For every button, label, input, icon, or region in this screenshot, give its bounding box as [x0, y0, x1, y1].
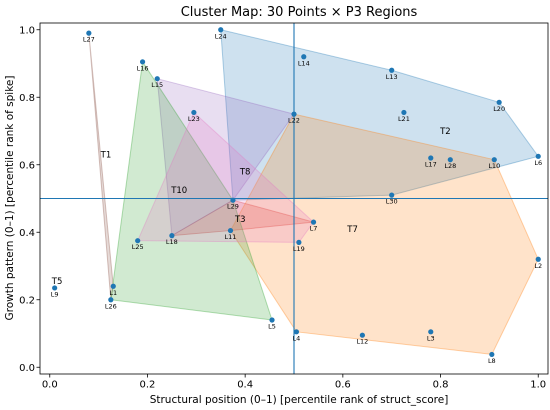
point-label-l11: L11: [225, 233, 237, 241]
data-point-l7: [310, 219, 317, 225]
x-tick-label: 0.4: [237, 380, 253, 391]
data-point-l24: [218, 27, 224, 33]
y-tick-label: 0.8: [19, 93, 35, 104]
point-label-l17: L17: [425, 161, 437, 169]
y-tick-label: 0.6: [19, 160, 35, 171]
data-point-l22: [291, 111, 297, 117]
data-point-l1: [110, 283, 116, 289]
data-point-l15: [154, 76, 160, 82]
region-t1: [88, 32, 114, 301]
x-axis-label: Structural position (0–1) [percentile ra…: [150, 394, 449, 406]
y-tick-label: 0.0: [19, 363, 35, 374]
x-axis-ticks: 0.0 0.2 0.4 0.6 0.8 1.0: [42, 374, 546, 391]
point-label-l16: L16: [137, 64, 149, 72]
x-tick-label: 0.8: [433, 380, 449, 391]
point-label-l7: L7: [310, 225, 318, 233]
data-point-l5: [269, 317, 275, 323]
point-label-l18: L18: [166, 238, 178, 246]
region-label-t1: T1: [100, 151, 112, 161]
point-label-l10: L10: [488, 162, 500, 170]
data-point-l26: [108, 297, 114, 303]
point-label-l27: L27: [83, 36, 95, 44]
data-point-l23: [191, 109, 197, 116]
point-label-l3: L3: [427, 334, 435, 342]
point-label-l20: L20: [493, 105, 505, 113]
point-label-l9: L9: [51, 290, 59, 298]
region-label-t3: T3: [234, 215, 246, 225]
data-point-l18: [169, 233, 175, 239]
region-labels-layer: T1 T2 T3 T5 T7 T8 T10: [51, 127, 451, 287]
data-point-l17: [428, 155, 434, 161]
data-point-l12: [359, 332, 365, 338]
data-point-l29: [230, 197, 236, 203]
x-tick-label: 0.6: [335, 380, 351, 391]
y-tick-label: 1.0: [19, 25, 35, 36]
point-label-l29: L29: [227, 203, 239, 211]
point-label-l2: L2: [534, 262, 542, 270]
y-tick-label: 0.4: [19, 228, 35, 239]
data-point-l11: [227, 227, 234, 234]
data-point-l9: [52, 285, 58, 291]
reference-lines: [40, 23, 548, 374]
region-label-t5: T5: [51, 277, 63, 287]
region-label-t10: T10: [170, 186, 187, 196]
data-point-l4: [293, 329, 300, 335]
x-tick-label: 0.0: [42, 380, 58, 391]
data-point-l30: [389, 192, 395, 198]
data-point-l27: [86, 30, 92, 36]
point-label-l5: L5: [268, 323, 276, 331]
x-tick-label: 0.2: [140, 380, 156, 391]
data-point-l20: [496, 99, 502, 105]
point-label-l23: L23: [188, 115, 200, 123]
y-tick-label: 0.2: [19, 295, 35, 306]
region-label-t7: T7: [346, 225, 358, 235]
point-label-l26: L26: [105, 302, 117, 310]
point-label-l24: L24: [215, 32, 227, 40]
plot-frame: [39, 22, 549, 375]
data-point-l14: [301, 54, 307, 60]
region-label-t8: T8: [239, 168, 251, 178]
point-label-l13: L13: [386, 73, 398, 81]
y-axis-label: Growth pattern (0–1) [percentile rank of…: [4, 76, 16, 321]
point-label-l22: L22: [288, 117, 300, 125]
point-labels-layer: L27 L24 L14 L16 L13 L15 L20 L23 L22 L21 L6 L17 L28 L1…: [51, 32, 542, 365]
point-label-l8: L8: [488, 357, 496, 365]
data-point-l19: [296, 239, 302, 245]
point-label-l12: L12: [356, 338, 368, 346]
points-layer: [52, 27, 541, 358]
point-label-l4: L4: [293, 334, 301, 342]
data-point-l6: [535, 153, 541, 159]
data-point-l3: [428, 329, 434, 335]
x-tick-label: 1.0: [530, 380, 546, 391]
point-label-l1: L1: [109, 289, 117, 297]
chart-title: Cluster Map: 30 Points × P3 Regions: [181, 5, 418, 20]
point-label-l21: L21: [398, 115, 410, 123]
point-label-l14: L14: [298, 59, 310, 67]
point-label-l6: L6: [534, 159, 542, 167]
point-label-l30: L30: [386, 198, 398, 206]
regions-layer: [88, 29, 539, 355]
point-label-l15: L15: [151, 81, 163, 89]
region-label-t2: T2: [439, 127, 451, 137]
point-label-l19: L19: [293, 245, 305, 253]
data-point-l21: [401, 109, 407, 116]
data-point-l16: [139, 59, 146, 65]
data-point-l2: [535, 256, 541, 262]
point-label-l28: L28: [444, 162, 456, 170]
data-point-l8: [489, 351, 495, 358]
data-point-l28: [447, 157, 453, 163]
data-point-l25: [135, 238, 141, 244]
data-point-l10: [491, 157, 497, 163]
data-point-l13: [389, 67, 395, 73]
y-axis-ticks: 0.0 0.2 0.4 0.6 0.8 1.0: [19, 25, 40, 374]
point-label-l25: L25: [132, 243, 144, 251]
